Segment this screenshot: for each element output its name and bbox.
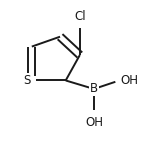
Text: Cl: Cl	[74, 10, 86, 23]
Text: S: S	[23, 74, 30, 87]
Text: OH: OH	[121, 74, 139, 87]
Text: OH: OH	[85, 116, 103, 129]
Text: B: B	[90, 83, 98, 95]
